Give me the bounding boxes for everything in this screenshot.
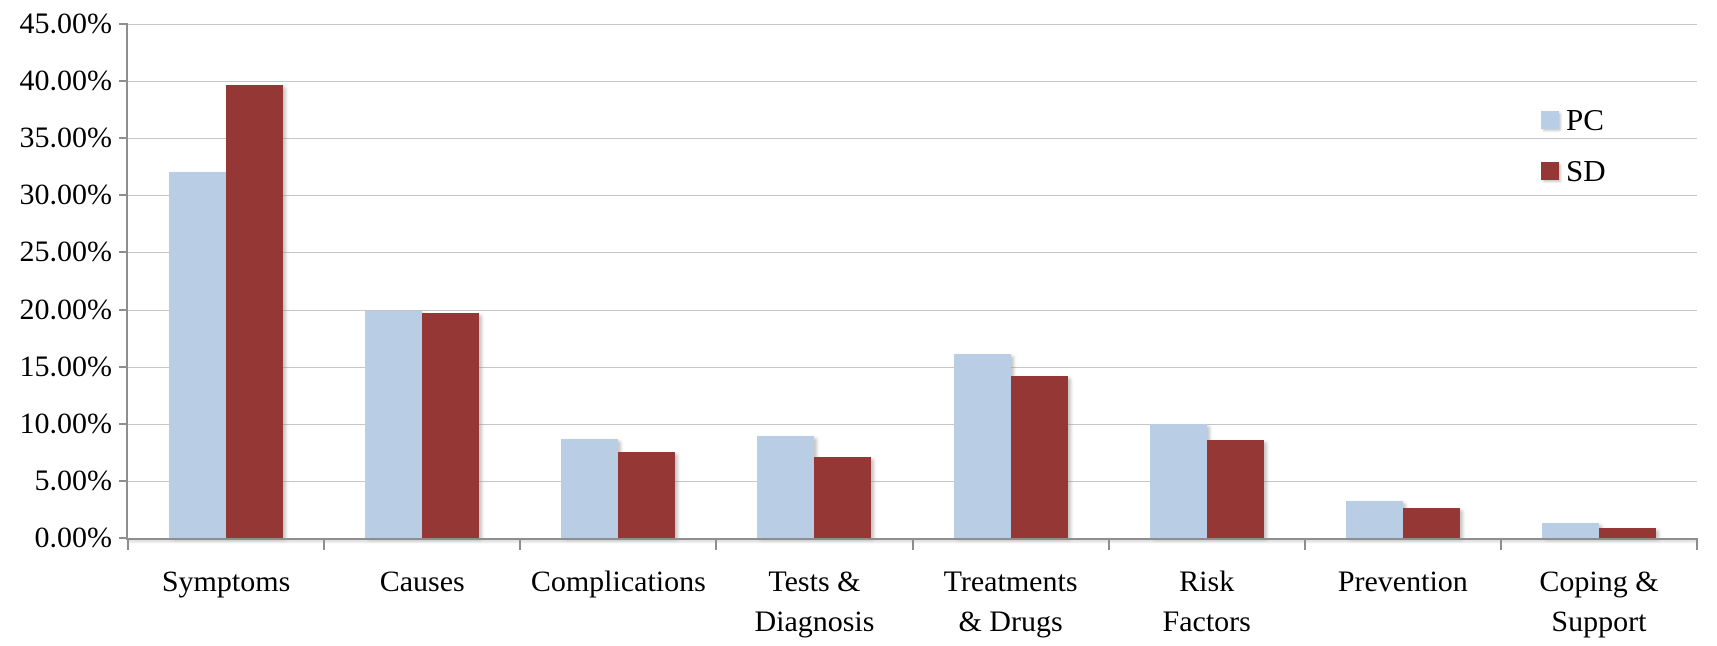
x-axis-tick [323,538,326,550]
y-axis-tick [119,194,128,197]
y-axis [126,24,128,540]
legend-label-pc: PC [1566,102,1604,137]
y-axis-tick-label: 20.00% [19,292,113,326]
y-axis-tick [119,80,128,83]
legend-swatch-sd-icon [1541,162,1559,180]
legend-label-sd: SD [1566,153,1606,188]
x-axis-tick [911,538,914,550]
y-axis-tick [119,23,128,25]
gridline [128,309,1697,311]
x-axis-category-label: Complications [530,565,706,598]
y-axis-tick-label: 30.00% [19,178,113,212]
bar-pc-4 [953,354,1011,538]
bar-sd-4 [1010,375,1068,538]
y-axis-tick-label: 25.00% [19,235,113,269]
bar-sd-6 [1402,508,1460,538]
bar-pc-5 [1149,423,1207,538]
x-axis-tick [1499,538,1502,550]
gridline [128,138,1697,140]
x-axis-category-label: Prevention [1337,565,1468,598]
y-axis-tick-label: 45.00% [19,7,113,40]
bar-pc-7 [1541,523,1599,538]
legend: PC SD [1541,103,1606,205]
x-axis-tick [127,538,129,550]
bar-sd-3 [814,456,872,538]
x-axis-tick [1303,538,1306,550]
gridline [128,366,1697,368]
gridline [128,252,1697,254]
x-axis-category-label: Risk Factors [1162,565,1251,638]
bar-sd-2 [618,452,676,538]
y-axis-tick [119,137,128,140]
x-axis [128,538,1697,540]
y-axis-tick-label: 0.00% [34,521,113,554]
x-axis-category-label: Treatments & Drugs [943,565,1078,638]
legend-item-pc: PC [1541,103,1606,137]
y-axis-tick [119,308,128,311]
y-axis-tick-label: 35.00% [19,121,113,155]
x-axis-category-label: Coping & Support [1539,565,1659,638]
bar-pc-0 [169,172,227,538]
x-axis-tick [1107,538,1110,550]
x-axis-tick [1696,538,1698,550]
bar-sd-7 [1598,527,1656,538]
y-axis-tick [119,365,128,368]
gridline [128,24,1697,25]
y-axis-tick [119,537,128,539]
y-axis-tick-label: 5.00% [34,463,113,497]
bar-pc-1 [365,310,423,538]
x-axis-category-label: Symptoms [161,565,291,598]
bar-pc-3 [757,436,815,538]
gridline [128,423,1697,425]
gridline [128,81,1697,83]
y-axis-tick [119,479,128,482]
bar-pc-2 [561,438,619,538]
x-axis-tick [715,538,718,550]
x-axis-category-label: Causes [379,565,465,598]
y-axis-tick-label: 40.00% [19,64,113,98]
bar-sd-0 [226,84,284,538]
gridline [128,195,1697,197]
legend-item-sd: SD [1541,154,1606,188]
gridline [128,480,1697,482]
bar-sd-1 [422,312,480,538]
y-axis-tick-label: 10.00% [19,406,113,440]
y-axis-tick [119,251,128,254]
bar-sd-5 [1206,439,1264,538]
x-axis-tick [519,538,522,550]
bar-pc-6 [1345,501,1403,538]
x-axis-category-label: Tests & Diagnosis [754,565,875,638]
legend-swatch-pc-icon [1541,111,1559,129]
y-axis-tick [119,422,128,425]
y-axis-tick-label: 15.00% [19,349,113,383]
